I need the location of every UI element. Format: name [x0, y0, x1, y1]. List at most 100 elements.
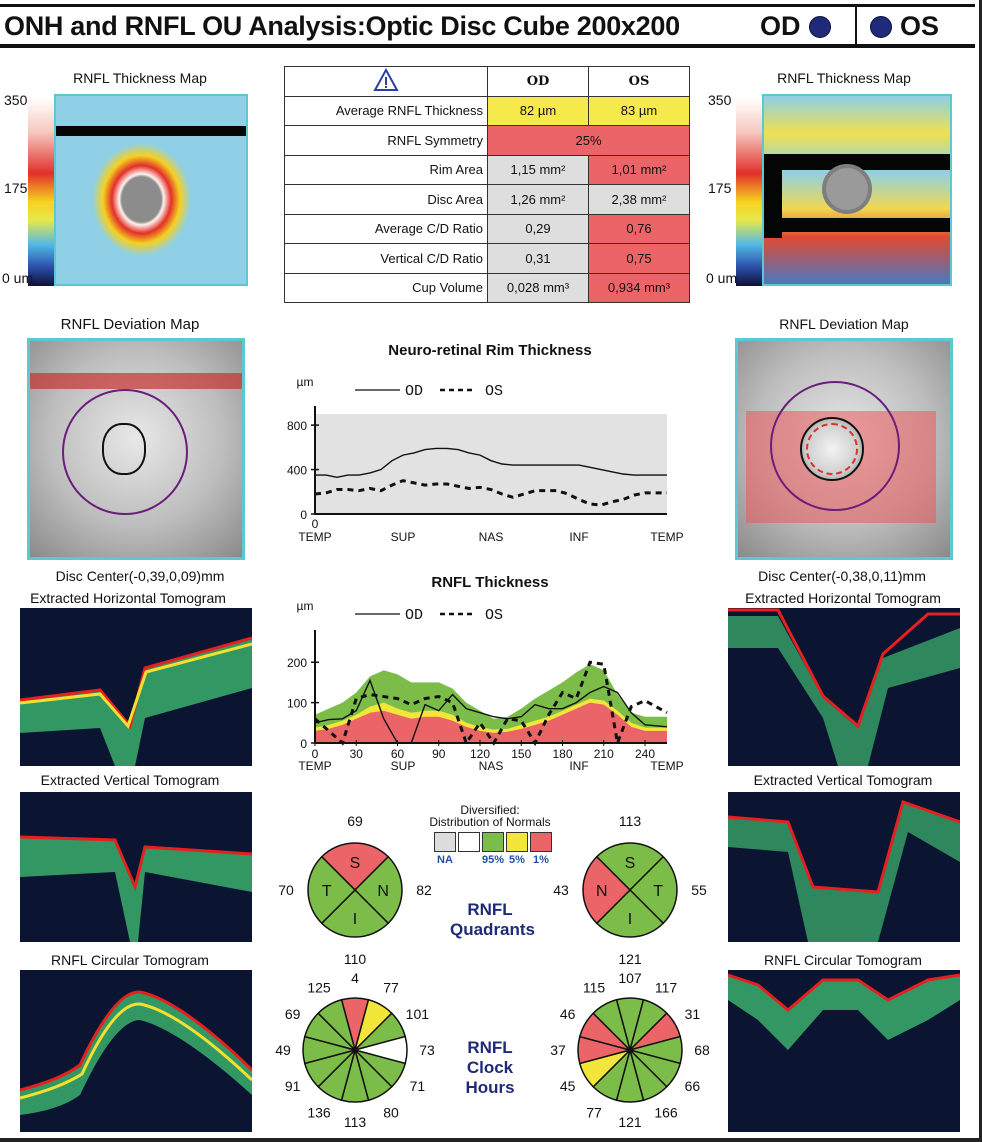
od-rnfl-thickness-map-image: [54, 94, 248, 286]
od-thickness-map-artifact-band: [56, 126, 246, 136]
os-value: 0,75: [588, 243, 690, 274]
clock-hour-value: 113: [344, 1114, 367, 1130]
legend-od-label: OD: [405, 607, 423, 624]
legend-swatch: [506, 832, 528, 852]
metrics-table: OD OS Average RNFL Thickness 82 µm 83 µm…: [284, 66, 690, 303]
os-deviation-map-title: RNFL Deviation Map: [779, 316, 909, 332]
quadrant-value: 82: [416, 882, 432, 898]
od-eye-indicator[interactable]: OD: [760, 11, 831, 42]
os-value: 2,38 mm²: [588, 184, 690, 215]
os-quadrant-chart: S 113 T 55 I 121 N 43: [553, 813, 707, 967]
y-tick-label: 0: [300, 737, 307, 751]
x-tick-label: 90: [432, 747, 446, 761]
series-os-line: [314, 660, 668, 749]
os-cup-margin: [806, 423, 858, 475]
quadrant-sector-letter: S: [625, 855, 636, 872]
od-thickness-map-title: RNFL Thickness Map: [73, 70, 207, 86]
quadrant-sector-N: [353, 855, 403, 925]
clock-hour-value: 121: [618, 1114, 642, 1130]
clock-hour-value: 49: [275, 1042, 291, 1058]
row-label: Average RNFL Thickness: [284, 95, 488, 126]
od-value: 0,29: [487, 213, 589, 244]
os-scan-circle: [770, 381, 900, 511]
os-value: 83 µm: [588, 95, 690, 126]
normals-legend-title-line2: Distribution of Normals: [429, 815, 551, 829]
clock-hour-value: 101: [406, 1006, 430, 1022]
clock-hour-value: 66: [685, 1078, 701, 1094]
legend-swatch: [482, 832, 504, 852]
clock-hour-value: 107: [618, 970, 642, 986]
series-od-line: [315, 447, 667, 479]
os-disc-center: Disc Center(-0,38,0,11)mm: [758, 568, 926, 584]
od-scale-mid: 175: [4, 180, 28, 196]
clock-hour-value: 91: [285, 1078, 301, 1094]
od-circular-tomogram-image: [20, 970, 252, 1132]
warning-cell: [284, 66, 488, 97]
clock-hour-value: 115: [583, 980, 606, 996]
x-tick-label: 30: [350, 747, 364, 761]
legend-os-label: OS: [485, 383, 503, 400]
os-eye-dot-icon: [870, 15, 892, 38]
table-row: RNFL Symmetry 25%: [284, 125, 690, 156]
rnfl-chart-title: RNFL Thickness: [431, 574, 549, 591]
os-value: 0,934 mm³: [588, 272, 690, 303]
os-vertical-tomogram-image: [728, 792, 960, 942]
os-horizontal-tomogram-image: [728, 608, 960, 766]
os-thickness-map-title: RNFL Thickness Map: [777, 70, 911, 86]
table-row: Average C/D Ratio 0,29 0,76: [284, 213, 690, 244]
x-tick-label: 240: [635, 747, 655, 761]
od-scale-min: 0 um: [2, 270, 34, 286]
y-axis-unit-label: µm: [297, 599, 314, 613]
clock-hour-value: 4: [351, 970, 359, 986]
clock-center-dot: [627, 1047, 633, 1053]
od-deviation-map-title: RNFL Deviation Map: [60, 316, 200, 333]
clock-hour-sector-11: [592, 998, 632, 1053]
x-sector-label: TEMP: [298, 530, 331, 544]
row-label: Cup Volume: [284, 272, 488, 303]
os-optic-disc: [822, 164, 872, 214]
od-value: 82 µm: [487, 95, 589, 126]
clock-hour-value: 69: [285, 1006, 301, 1022]
x-origin-label: 0: [312, 517, 319, 531]
od-scale-max: 350: [4, 92, 28, 108]
legend-swatch: [458, 832, 480, 852]
row-label: RNFL Symmetry: [284, 125, 488, 156]
legend-swatch-label: NA: [437, 854, 453, 866]
od-label: OD: [760, 11, 801, 41]
x-sector-label: TEMP: [650, 759, 683, 773]
quadrant-sector-letter: T: [322, 883, 332, 900]
od-eye-dot-icon: [808, 15, 831, 38]
od-value: 1,26 mm²: [487, 184, 589, 215]
x-sector-label: NAS: [479, 530, 504, 544]
col-od-header: OD: [487, 66, 589, 97]
y-axis-unit-label: µm: [297, 375, 314, 389]
symmetry-value: 25%: [487, 125, 690, 156]
os-eye-indicator[interactable]: OS: [870, 11, 939, 42]
x-sector-label: TEMP: [650, 530, 683, 544]
os-circular-tomogram-image: [728, 970, 960, 1132]
od-value: 1,15 mm²: [487, 154, 589, 185]
clock-hour-value: 77: [586, 1104, 602, 1120]
legend-os-label: OS: [485, 607, 503, 624]
metrics-header-row: OD OS: [284, 66, 690, 97]
clock-hour-value: 37: [550, 1042, 566, 1058]
od-scan-circle: [62, 389, 188, 515]
os-rnfl-deviation-map-image: [735, 338, 953, 560]
os-clock-hours-chart: 107 117 31 68 66 166 121 77 45 37 46 115: [550, 970, 710, 1130]
legend-swatch-label: 5%: [509, 854, 525, 866]
quadrant-sector-T: [628, 855, 678, 925]
quadrant-value: 121: [618, 951, 642, 967]
y-tick-label: 100: [287, 697, 307, 711]
od-thickness-color-scale: [28, 98, 54, 286]
quadrants-title: RNFL Quadrants: [450, 900, 535, 940]
clock-hours-title-line2: Clock: [466, 1058, 514, 1077]
x-sector-label: INF: [569, 759, 588, 773]
quadrant-value: 69: [347, 813, 363, 829]
od-circular-tomogram-title: RNFL Circular Tomogram: [51, 952, 209, 968]
x-tick-label: 180: [552, 747, 572, 761]
report-title: ONH and RNFL OU Analysis:Optic Disc Cube…: [4, 11, 680, 41]
os-horizontal-tomogram-layers: [728, 608, 960, 766]
quadrant-sector-S: [595, 842, 665, 892]
